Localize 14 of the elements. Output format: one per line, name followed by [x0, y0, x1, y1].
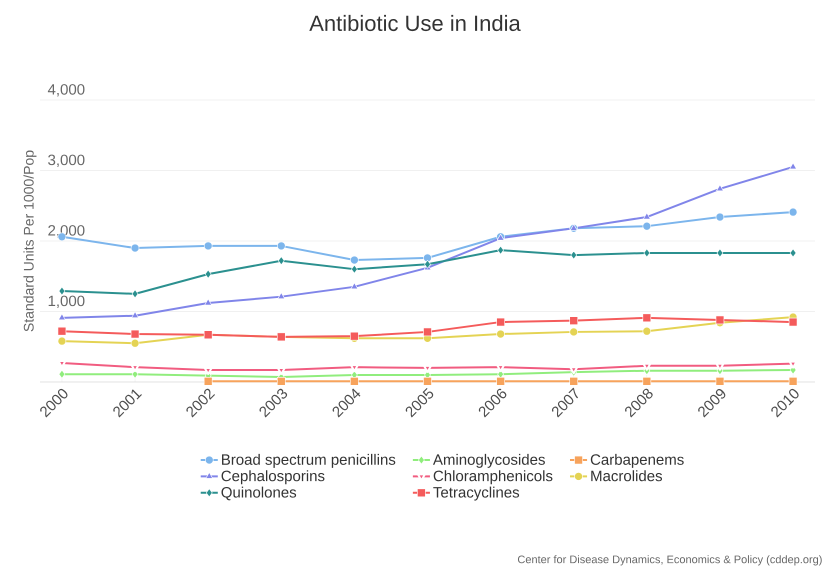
chart-title: Antibiotic Use in India — [309, 14, 521, 32]
legend-label: Quinolones — [222, 486, 296, 500]
y-tick-label: 1,000 — [48, 296, 84, 308]
legend-label: Broad spectrum penicillins — [222, 454, 396, 468]
text: Center for Disease Dynamics, Economics & Policy (cddep.org) — [518, 555, 822, 566]
legend-label: Carbapenems — [590, 454, 684, 468]
y-axis-title: Standard Units Per 1000/Pop — [23, 150, 36, 332]
y-tick-label: 3,000 — [48, 154, 84, 167]
legend-label: Cephalosporins — [222, 470, 324, 484]
y-tick-label: 4,000 — [48, 84, 84, 96]
legend-label: Chloramphenicols — [434, 470, 552, 484]
legend-label: Aminoglycosides — [432, 454, 545, 468]
legend-label: Macrolides — [591, 470, 662, 482]
legend-label: Tetracyclines — [433, 486, 520, 501]
